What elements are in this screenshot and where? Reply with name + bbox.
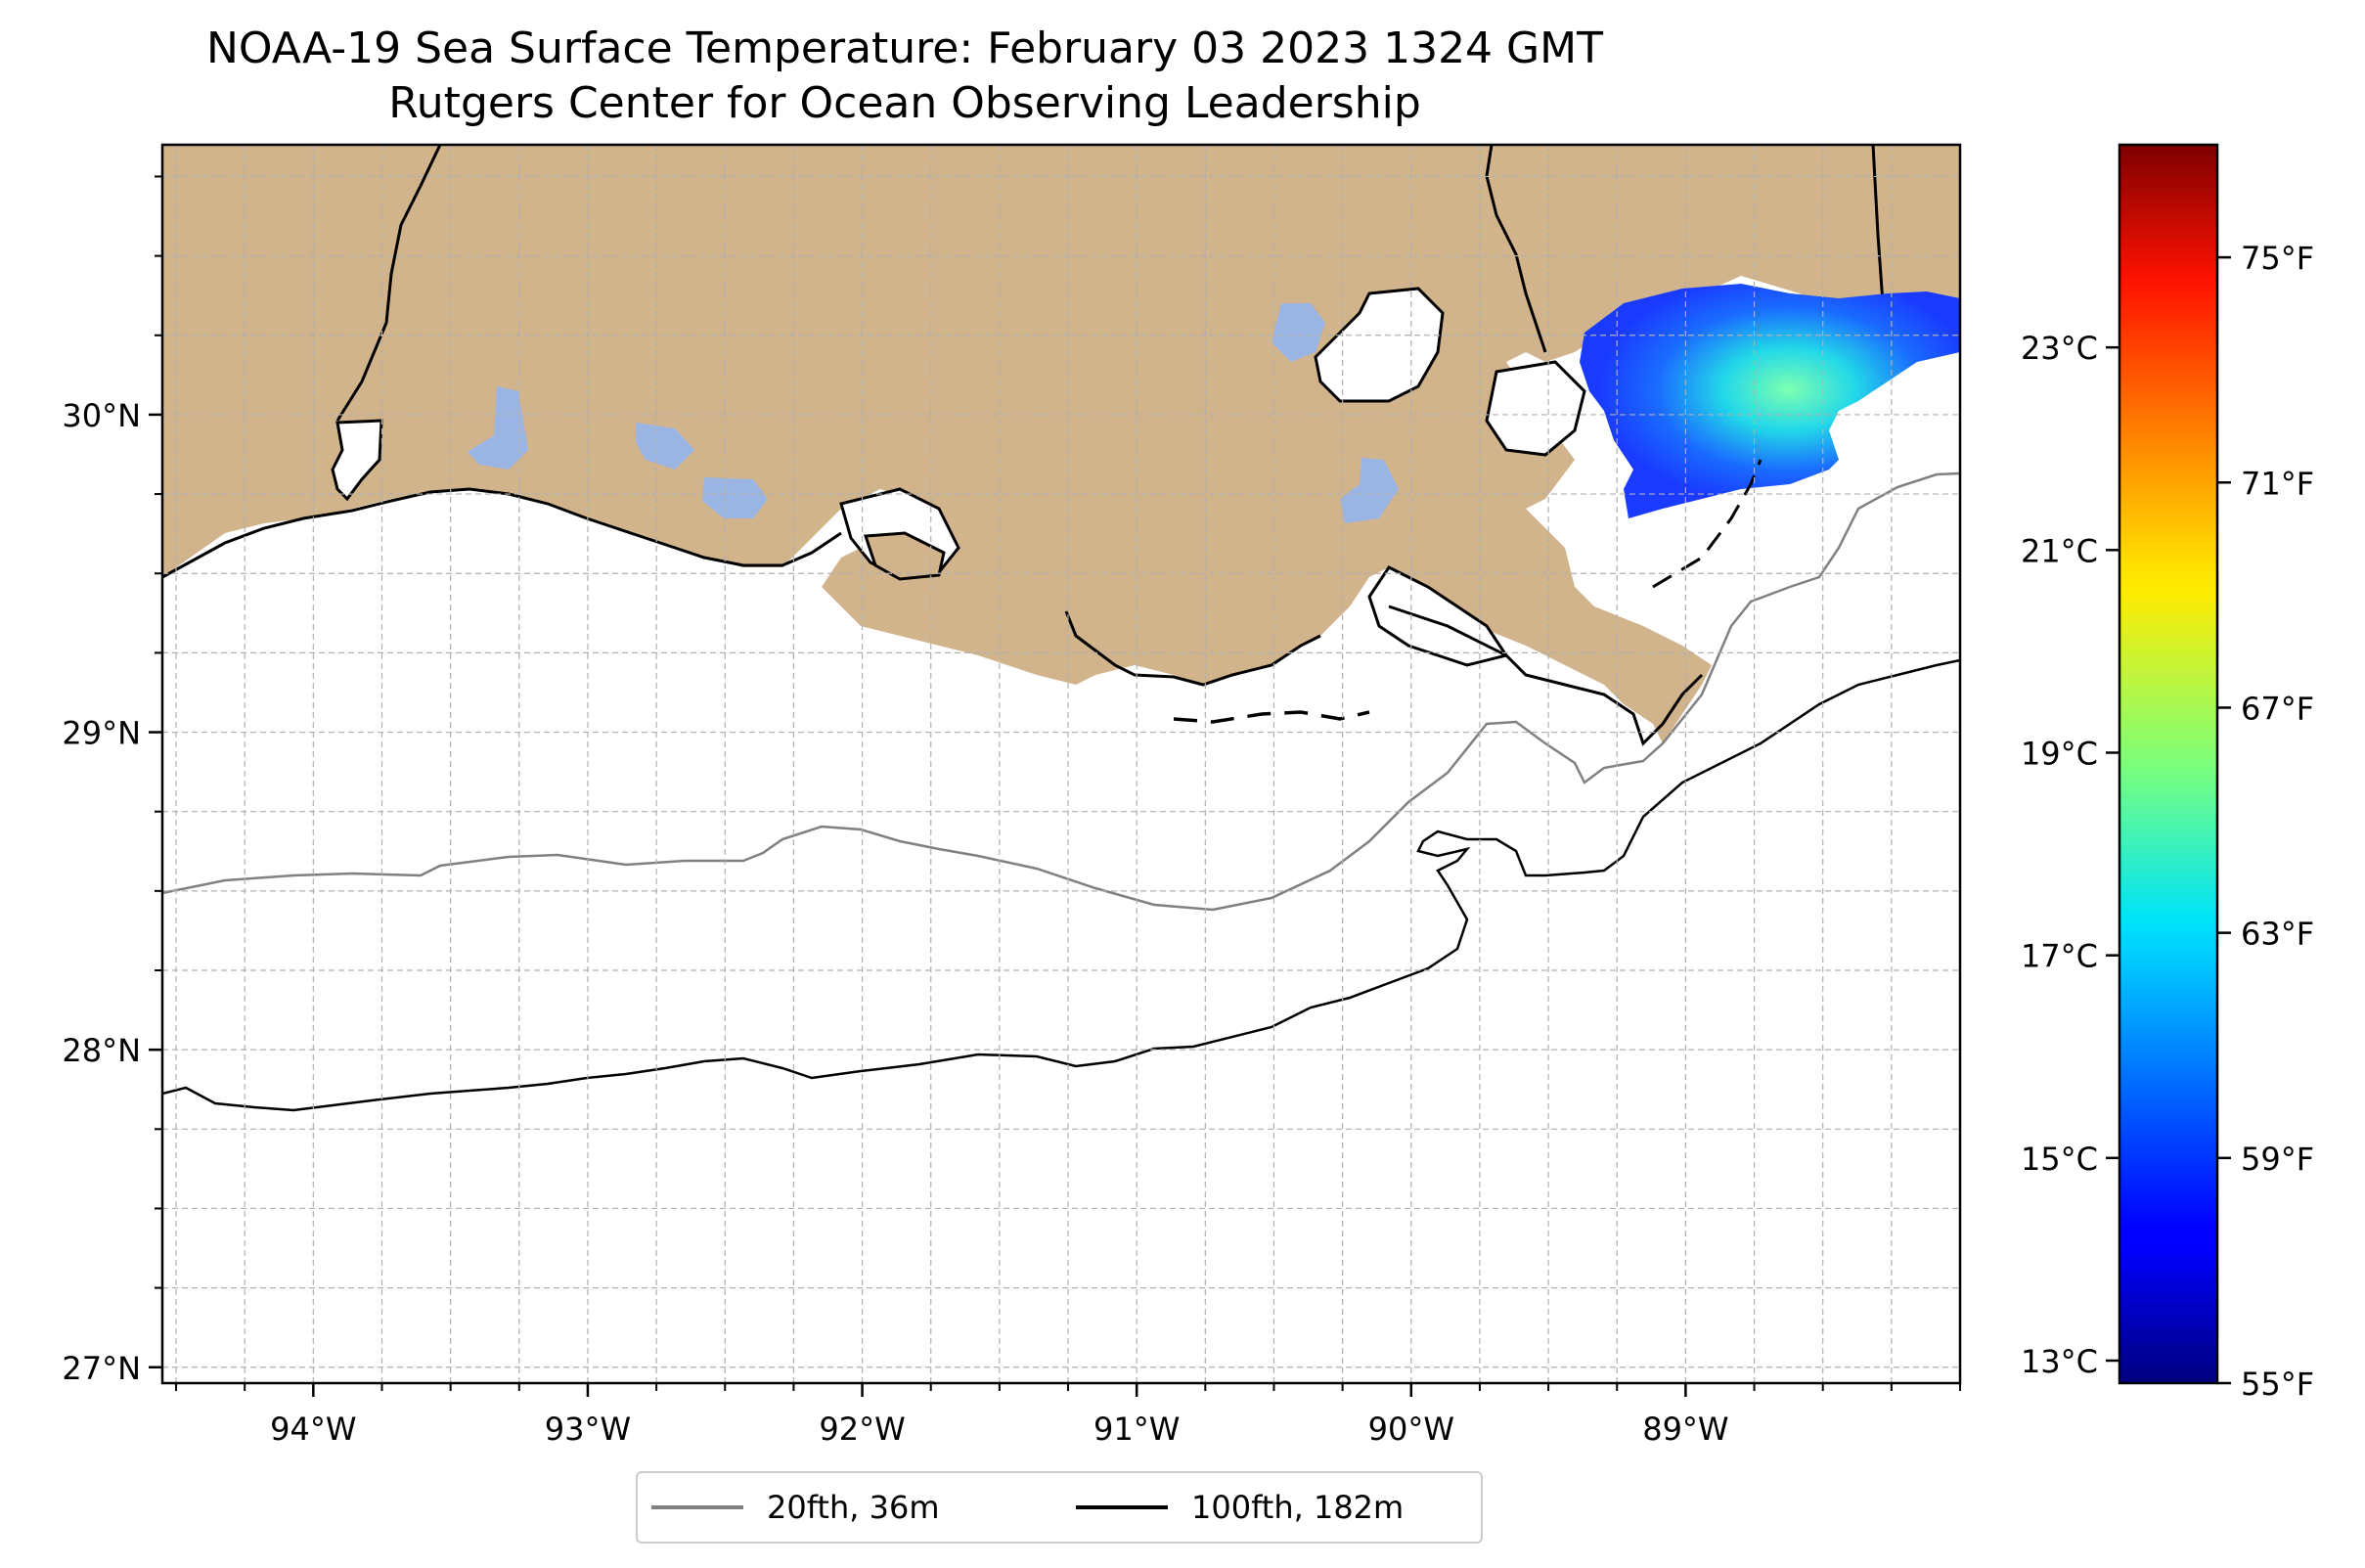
lat-tick-label: 27°N xyxy=(62,1350,141,1387)
cbar-label-c: 21°C xyxy=(2021,532,2098,569)
marsh-island xyxy=(863,531,946,581)
lon-tick-label: 92°W xyxy=(819,1411,905,1448)
map-ticks: 94°W 93°W 92°W 91°W 90°W 89°W 30°N 29°N 28°N 27°N xyxy=(62,175,1961,1448)
sst-data-patch xyxy=(1580,284,1960,518)
lon-tick-label: 91°W xyxy=(1093,1411,1180,1448)
cbar-label-c: 13°C xyxy=(2021,1343,2098,1380)
cbar-label-f: 63°F xyxy=(2241,916,2314,953)
legend-line-20fth xyxy=(651,1505,743,1509)
colorbar xyxy=(2118,143,2219,1385)
legend-item-20fth: 20fth, 36m xyxy=(651,1473,939,1542)
cbar-label-f: 71°F xyxy=(2241,465,2314,502)
lon-tick-label: 90°W xyxy=(1368,1411,1454,1448)
land-louisiana xyxy=(162,145,1960,743)
lat-tick-label: 29°N xyxy=(62,715,141,752)
lake-calcasieu xyxy=(331,419,383,502)
legend-line-100fth xyxy=(1076,1505,1168,1509)
colorbar-ticks: 75°F 71°F 67°F 63°F 59°F 55°F 23°C 21°C 19°C 17°C… xyxy=(2021,240,2314,1403)
cbar-label-c: 23°C xyxy=(2021,330,2098,367)
cbar-label-f: 67°F xyxy=(2241,690,2314,727)
lake-5 xyxy=(1340,458,1399,523)
map-frame xyxy=(160,143,1962,1385)
lon-tick-label: 89°W xyxy=(1642,1411,1728,1448)
lon-tick-label: 94°W xyxy=(270,1411,356,1448)
legend: 20fth, 36m 100fth, 182m xyxy=(636,1471,1483,1544)
map-title: NOAA-19 Sea Surface Temperature: Februar… xyxy=(206,23,1603,73)
isobath-100fth xyxy=(162,658,1960,1112)
cbar-label-c: 19°C xyxy=(2021,735,2098,772)
lake-borgne xyxy=(1485,360,1586,457)
cbar-label-f: 75°F xyxy=(2241,240,2314,277)
state-border-texas xyxy=(335,145,442,422)
cbar-label-c: 17°C xyxy=(2021,938,2098,975)
state-border-mississippi xyxy=(1485,145,1547,353)
terrebonne-bay xyxy=(1367,565,1509,667)
legend-label-20fth: 20fth, 36m xyxy=(767,1489,940,1526)
lake-3 xyxy=(702,477,768,518)
map-gridlines xyxy=(162,145,1960,1383)
state-border-alabama xyxy=(1871,145,1885,304)
cbar-label-c: 15°C xyxy=(2021,1141,2098,1178)
lon-tick-label: 93°W xyxy=(545,1411,631,1448)
map-subtitle: Rutgers Center for Ocean Observing Leade… xyxy=(388,78,1421,128)
lake-1 xyxy=(468,386,528,470)
lat-tick-label: 30°N xyxy=(62,397,141,434)
isobath-20fth xyxy=(162,471,1960,912)
lake-4 xyxy=(1272,303,1325,362)
lat-tick-label: 28°N xyxy=(62,1032,141,1069)
legend-item-100fth: 100fth, 182m xyxy=(1076,1473,1404,1542)
legend-label-100fth: 100fth, 182m xyxy=(1191,1489,1405,1526)
lake-2 xyxy=(636,423,694,470)
coastline xyxy=(162,487,1704,746)
cbar-label-f: 59°F xyxy=(2241,1141,2314,1178)
cbar-label-f: 55°F xyxy=(2241,1366,2314,1403)
